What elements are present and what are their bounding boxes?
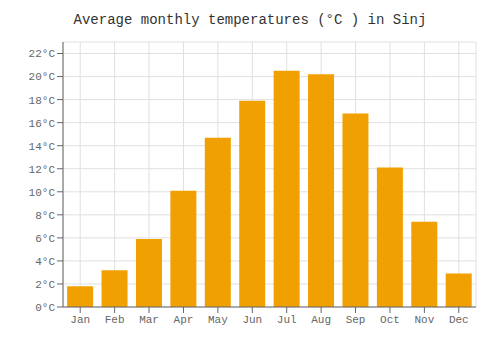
svg-text:10°C: 10°C — [29, 187, 56, 199]
svg-text:Jan: Jan — [70, 314, 90, 326]
svg-text:Dec: Dec — [449, 314, 469, 326]
svg-text:0°C: 0°C — [35, 302, 55, 314]
svg-text:Feb: Feb — [105, 314, 125, 326]
svg-text:Oct: Oct — [380, 314, 400, 326]
svg-text:20°C: 20°C — [29, 71, 56, 83]
svg-text:May: May — [208, 314, 228, 326]
svg-text:18°C: 18°C — [29, 95, 56, 107]
svg-text:Jul: Jul — [277, 314, 297, 326]
svg-text:Nov: Nov — [414, 314, 434, 326]
html-text:Average monthly temperatures (: Average monthly temperatures (°C ) in Si… — [73, 12, 427, 28]
svg-text:2°C: 2°C — [35, 279, 55, 291]
svg-text:14°C: 14°C — [29, 141, 56, 153]
svg-text:8°C: 8°C — [35, 210, 55, 222]
svg-text:Jun: Jun — [242, 314, 262, 326]
svg-text:Sep: Sep — [346, 314, 366, 326]
svg-text:Mar: Mar — [139, 314, 159, 326]
svg-text:Aug: Aug — [311, 314, 331, 326]
svg-text:6°C: 6°C — [35, 233, 55, 245]
svg-text:12°C: 12°C — [29, 164, 56, 176]
svg-text:16°C: 16°C — [29, 118, 56, 130]
svg-text:22°C: 22°C — [29, 48, 56, 60]
svg-text:Apr: Apr — [174, 314, 194, 326]
svg-text:4°C: 4°C — [35, 256, 55, 268]
